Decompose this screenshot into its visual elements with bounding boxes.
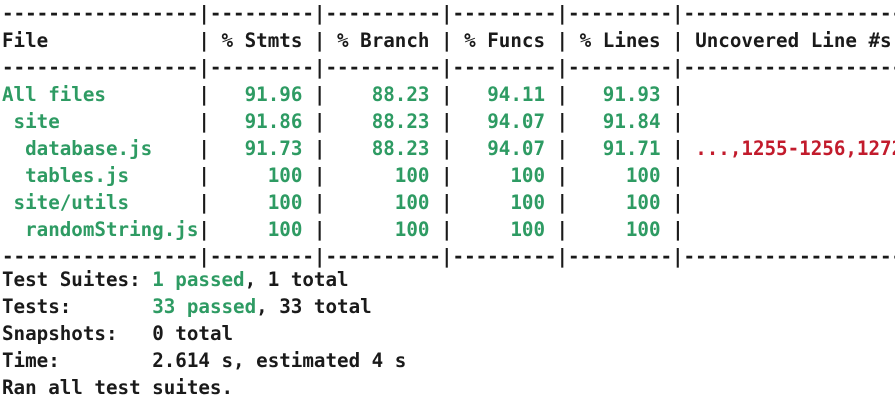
table-row: database.js | 91.73 | 88.23 | 94.07 | 91…: [2, 135, 895, 162]
time-value: 2.614 s, estimated 4 s: [152, 349, 407, 372]
header-file: File: [2, 29, 199, 52]
row-funcs: 94.07: [452, 110, 557, 133]
row-branch: 100: [325, 164, 442, 187]
tests-total: , 33 total: [256, 295, 372, 318]
row-file: tables.js: [2, 164, 199, 187]
row-branch: 100: [325, 218, 442, 241]
test-suites-total: , 1 total: [244, 268, 349, 291]
row-file: site/utils: [2, 191, 199, 214]
summary-time: Time: 2.614 s, estimated 4 s: [2, 347, 406, 374]
row-funcs: 94.07: [452, 137, 557, 160]
row-stmts: 91.96: [209, 83, 314, 106]
table-separator: -----------------|---------|----------|-…: [2, 245, 895, 268]
row-stmts: 91.73: [209, 137, 314, 160]
header-uncovered: Uncovered Line #s: [683, 29, 895, 52]
row-funcs: 100: [452, 164, 557, 187]
table-row: All files | 91.96 | 88.23 | 94.11 | 91.9…: [2, 83, 684, 106]
table-separator-bottom: -----------------|---------|----------|-…: [2, 243, 895, 270]
snapshots-label: Snapshots:: [2, 322, 153, 345]
header-funcs: % Funcs: [452, 29, 557, 52]
row-stmts: 100: [209, 191, 314, 214]
ran-all-text: Ran all test suites.: [2, 376, 234, 399]
row-lines: 100: [568, 191, 673, 214]
table-separator: -----------------|---------|----------|-…: [2, 2, 895, 25]
row-file: randomString.js: [2, 218, 199, 241]
table-row: site/utils | 100 | 100 | 100 | 100 |: [2, 191, 684, 214]
row-stmts: 100: [209, 164, 314, 187]
test-suites-label: Test Suites:: [2, 268, 153, 291]
tests-passed: 33 passed: [152, 295, 257, 318]
summary-test-suites: Test Suites: 1 passed, 1 total: [2, 266, 349, 293]
row-lines: 91.71: [568, 137, 673, 160]
tests-label: Tests:: [2, 295, 153, 318]
row-file: site: [2, 110, 199, 133]
row-stmts: 91.86: [209, 110, 314, 133]
table-header: File | % Stmts | % Branch | % Funcs | % …: [2, 27, 895, 54]
header-lines: % Lines: [568, 29, 673, 52]
summary-snapshots: Snapshots: 0 total: [2, 320, 233, 347]
table-row: tables.js | 100 | 100 | 100 | 100 |: [2, 164, 684, 187]
row-funcs: 100: [452, 191, 557, 214]
table-row: randomString.js| 100 | 100 | 100 | 100 |: [2, 218, 684, 241]
row-branch: 88.23: [325, 83, 442, 106]
table-row: site | 91.86 | 88.23 | 94.07 | 91.84 |: [2, 110, 684, 133]
row-stmts: 100: [209, 218, 314, 241]
table-separator-top: -----------------|---------|----------|-…: [2, 0, 895, 27]
row-file: database.js: [2, 137, 199, 160]
snapshots-value: 0 total: [152, 322, 234, 345]
table-separator-mid: -----------------|---------|----------|-…: [2, 54, 895, 81]
table-separator: -----------------|---------|----------|-…: [2, 56, 895, 79]
time-label: Time:: [2, 349, 153, 372]
row-lines: 91.93: [568, 83, 673, 106]
row-lines: 91.84: [568, 110, 673, 133]
summary-ran-all: Ran all test suites.: [2, 374, 233, 401]
row-funcs: 94.11: [452, 83, 557, 106]
header-branch: % Branch: [325, 29, 442, 52]
test-suites-passed: 1 passed: [152, 268, 245, 291]
row-branch: 100: [325, 191, 442, 214]
row-branch: 88.23: [325, 137, 442, 160]
row-lines: 100: [568, 164, 673, 187]
row-funcs: 100: [452, 218, 557, 241]
summary-tests: Tests: 33 passed, 33 total: [2, 293, 372, 320]
row-lines: 100: [568, 218, 673, 241]
header-stmts: % Stmts: [209, 29, 314, 52]
row-file: All files: [2, 83, 199, 106]
row-branch: 88.23: [325, 110, 442, 133]
row-uncovered: ...,1255-1256,1272: [683, 137, 895, 160]
